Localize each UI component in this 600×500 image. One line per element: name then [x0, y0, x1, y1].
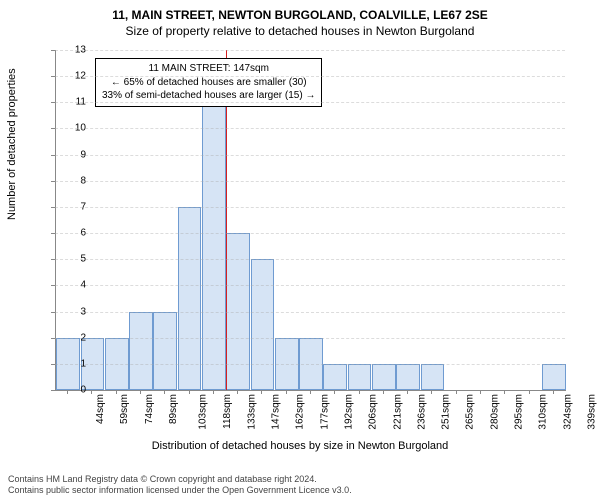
gridline [55, 338, 565, 340]
bar [323, 364, 347, 390]
footer-attribution: Contains HM Land Registry data © Crown c… [8, 474, 352, 497]
bar [396, 364, 420, 390]
gridline [55, 233, 565, 235]
bar [542, 364, 566, 390]
x-tick-label: 59sqm [119, 394, 130, 424]
x-tick-mark [286, 390, 287, 394]
x-tick-label: 133sqm [246, 394, 257, 430]
bar [348, 364, 372, 390]
x-tick-mark [91, 390, 92, 394]
footer-line1: Contains HM Land Registry data © Crown c… [8, 474, 352, 485]
x-tick-mark [334, 390, 335, 394]
gridline [55, 259, 565, 261]
x-tick-label: 295sqm [514, 394, 525, 430]
bar [251, 259, 275, 390]
x-tick-mark [116, 390, 117, 394]
x-tick-label: 162sqm [295, 394, 306, 430]
x-tick-label: 89sqm [168, 394, 179, 424]
x-tick-mark [237, 390, 238, 394]
x-tick-mark [504, 390, 505, 394]
x-tick-mark [359, 390, 360, 394]
gridline [55, 207, 565, 209]
x-tick-label: 339sqm [586, 394, 597, 430]
gridline [55, 50, 565, 52]
x-tick-label: 310sqm [538, 394, 549, 430]
x-tick-mark [310, 390, 311, 394]
bar [202, 102, 226, 390]
x-tick-label: 206sqm [368, 394, 379, 430]
x-tick-mark [553, 390, 554, 394]
x-tick-mark [164, 390, 165, 394]
x-tick-mark [383, 390, 384, 394]
x-tick-mark [213, 390, 214, 394]
y-tick-label: 0 [56, 385, 86, 396]
gridline [55, 155, 565, 157]
x-tick-label: 192sqm [344, 394, 355, 430]
y-tick-mark [51, 390, 55, 391]
x-tick-label: 265sqm [465, 394, 476, 430]
gridline [55, 76, 565, 78]
gridline [55, 364, 565, 366]
y-axis-label: Number of detached properties [6, 68, 18, 220]
x-tick-label: 221sqm [392, 394, 403, 430]
x-tick-mark [529, 390, 530, 394]
x-tick-label: 324sqm [562, 394, 573, 430]
annotation-line1: 11 MAIN STREET: 147sqm [102, 62, 315, 76]
x-tick-mark [189, 390, 190, 394]
gridline [55, 102, 565, 104]
annotation-box: 11 MAIN STREET: 147sqm ← 65% of detached… [95, 58, 322, 107]
x-tick-label: 74sqm [144, 394, 155, 424]
gridline [55, 312, 565, 314]
x-tick-label: 44sqm [95, 394, 106, 424]
x-tick-label: 118sqm [221, 394, 232, 429]
x-tick-label: 103sqm [198, 394, 209, 430]
gridline [55, 128, 565, 130]
x-tick-mark [261, 390, 262, 394]
bar [153, 312, 177, 390]
x-tick-mark [67, 390, 68, 394]
x-tick-label: 177sqm [319, 394, 330, 430]
x-tick-label: 280sqm [489, 394, 500, 430]
x-tick-label: 251sqm [441, 394, 452, 430]
annotation-line3: 33% of semi-detached houses are larger (… [102, 89, 315, 103]
chart-title-main: 11, MAIN STREET, NEWTON BURGOLAND, COALV… [0, 0, 600, 22]
bar [129, 312, 153, 390]
gridline [55, 285, 565, 287]
x-tick-mark [431, 390, 432, 394]
bar [372, 364, 396, 390]
x-tick-mark [407, 390, 408, 394]
x-axis-label: Distribution of detached houses by size … [0, 440, 600, 452]
x-tick-mark [456, 390, 457, 394]
bar [421, 364, 445, 390]
chart-title-sub: Size of property relative to detached ho… [0, 22, 600, 38]
x-tick-label: 147sqm [271, 394, 282, 430]
x-tick-mark [140, 390, 141, 394]
chart-container: 11, MAIN STREET, NEWTON BURGOLAND, COALV… [0, 0, 600, 500]
footer-line2: Contains public sector information licen… [8, 485, 352, 496]
x-tick-label: 236sqm [416, 394, 427, 430]
x-tick-mark [480, 390, 481, 394]
gridline [55, 181, 565, 183]
